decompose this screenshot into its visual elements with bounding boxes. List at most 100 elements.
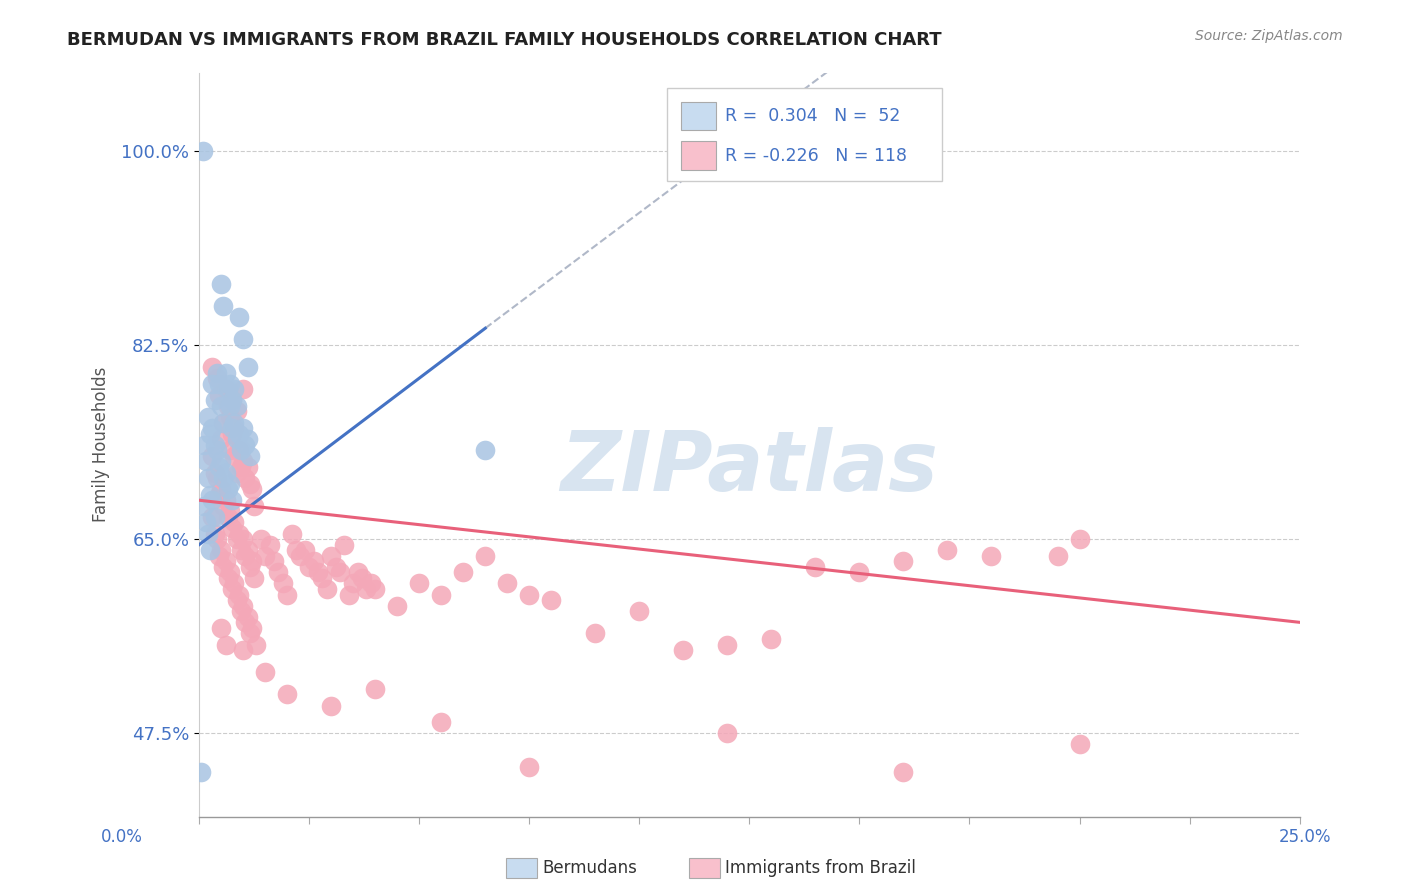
Point bbox=[333, 538, 356, 552]
Point bbox=[239, 626, 262, 640]
Point bbox=[205, 471, 228, 485]
Point bbox=[205, 371, 228, 385]
Point bbox=[893, 765, 915, 780]
Point bbox=[219, 410, 242, 425]
Point bbox=[240, 621, 263, 635]
Point bbox=[232, 599, 254, 613]
Point bbox=[235, 438, 257, 452]
Point bbox=[716, 726, 738, 740]
Point bbox=[294, 543, 316, 558]
Point bbox=[228, 588, 250, 602]
Point bbox=[204, 466, 226, 480]
Text: Immigrants from Brazil: Immigrants from Brazil bbox=[725, 859, 917, 877]
Point bbox=[229, 443, 252, 458]
Point bbox=[225, 532, 247, 546]
Point bbox=[249, 532, 271, 546]
Point bbox=[209, 399, 232, 413]
Point bbox=[229, 604, 252, 618]
FancyBboxPatch shape bbox=[681, 102, 717, 130]
Point bbox=[198, 426, 221, 441]
Point bbox=[980, 549, 1002, 563]
Point bbox=[583, 626, 606, 640]
Point bbox=[302, 554, 325, 568]
Point bbox=[517, 588, 540, 602]
Point bbox=[517, 759, 540, 773]
Point bbox=[232, 532, 254, 546]
Point bbox=[219, 504, 242, 518]
Point bbox=[204, 393, 226, 408]
Text: Source: ZipAtlas.com: Source: ZipAtlas.com bbox=[1195, 29, 1343, 43]
Point bbox=[540, 593, 562, 607]
Point bbox=[228, 526, 250, 541]
Point bbox=[224, 382, 246, 396]
Point bbox=[408, 576, 430, 591]
Point bbox=[225, 432, 247, 446]
Point bbox=[217, 571, 239, 585]
Point bbox=[232, 421, 254, 435]
Point bbox=[672, 643, 695, 657]
Point bbox=[212, 416, 235, 430]
Point bbox=[221, 582, 243, 596]
Point bbox=[205, 532, 228, 546]
Point bbox=[190, 765, 212, 780]
Point bbox=[212, 416, 235, 430]
Point bbox=[219, 376, 242, 391]
Text: R =  0.304   N =  52: R = 0.304 N = 52 bbox=[725, 107, 901, 125]
Point bbox=[201, 509, 224, 524]
Point bbox=[243, 571, 266, 585]
Point bbox=[221, 393, 243, 408]
Point bbox=[209, 277, 232, 291]
Point bbox=[228, 426, 250, 441]
Point bbox=[225, 466, 247, 480]
Point bbox=[298, 559, 321, 574]
Point bbox=[208, 549, 231, 563]
Point bbox=[451, 566, 474, 580]
Point bbox=[254, 549, 277, 563]
Point bbox=[267, 566, 290, 580]
Point bbox=[221, 493, 243, 508]
Point bbox=[474, 443, 496, 458]
Text: 0.0%: 0.0% bbox=[101, 828, 143, 846]
Point bbox=[209, 543, 232, 558]
Point bbox=[243, 499, 266, 513]
Point bbox=[219, 566, 242, 580]
Point bbox=[280, 526, 302, 541]
Point bbox=[329, 566, 352, 580]
Point bbox=[217, 399, 239, 413]
Point bbox=[804, 559, 827, 574]
Point bbox=[219, 476, 242, 491]
Point bbox=[208, 459, 231, 474]
FancyBboxPatch shape bbox=[681, 142, 717, 169]
Point bbox=[259, 538, 281, 552]
Point bbox=[224, 516, 246, 530]
Point bbox=[221, 426, 243, 441]
Text: 25.0%: 25.0% bbox=[1279, 828, 1331, 846]
Point bbox=[254, 665, 277, 680]
Point bbox=[214, 554, 236, 568]
Point bbox=[191, 144, 214, 158]
Point bbox=[496, 576, 519, 591]
Point bbox=[356, 582, 378, 596]
Point bbox=[194, 516, 217, 530]
Point bbox=[285, 543, 308, 558]
Point bbox=[364, 582, 387, 596]
Y-axis label: Family Households: Family Households bbox=[93, 368, 110, 523]
Point bbox=[245, 638, 267, 652]
Point bbox=[240, 554, 263, 568]
Point bbox=[194, 454, 217, 468]
Point bbox=[214, 493, 236, 508]
Point bbox=[342, 576, 364, 591]
Point bbox=[204, 438, 226, 452]
Point bbox=[235, 615, 257, 630]
Point bbox=[208, 488, 231, 502]
Point bbox=[364, 681, 387, 696]
Point bbox=[893, 554, 915, 568]
Point bbox=[315, 582, 337, 596]
Point bbox=[1069, 532, 1091, 546]
Point bbox=[197, 410, 219, 425]
Text: R = -0.226   N = 118: R = -0.226 N = 118 bbox=[725, 146, 907, 164]
Point bbox=[221, 521, 243, 535]
Point bbox=[236, 360, 259, 375]
Point bbox=[346, 566, 368, 580]
Point bbox=[232, 332, 254, 346]
